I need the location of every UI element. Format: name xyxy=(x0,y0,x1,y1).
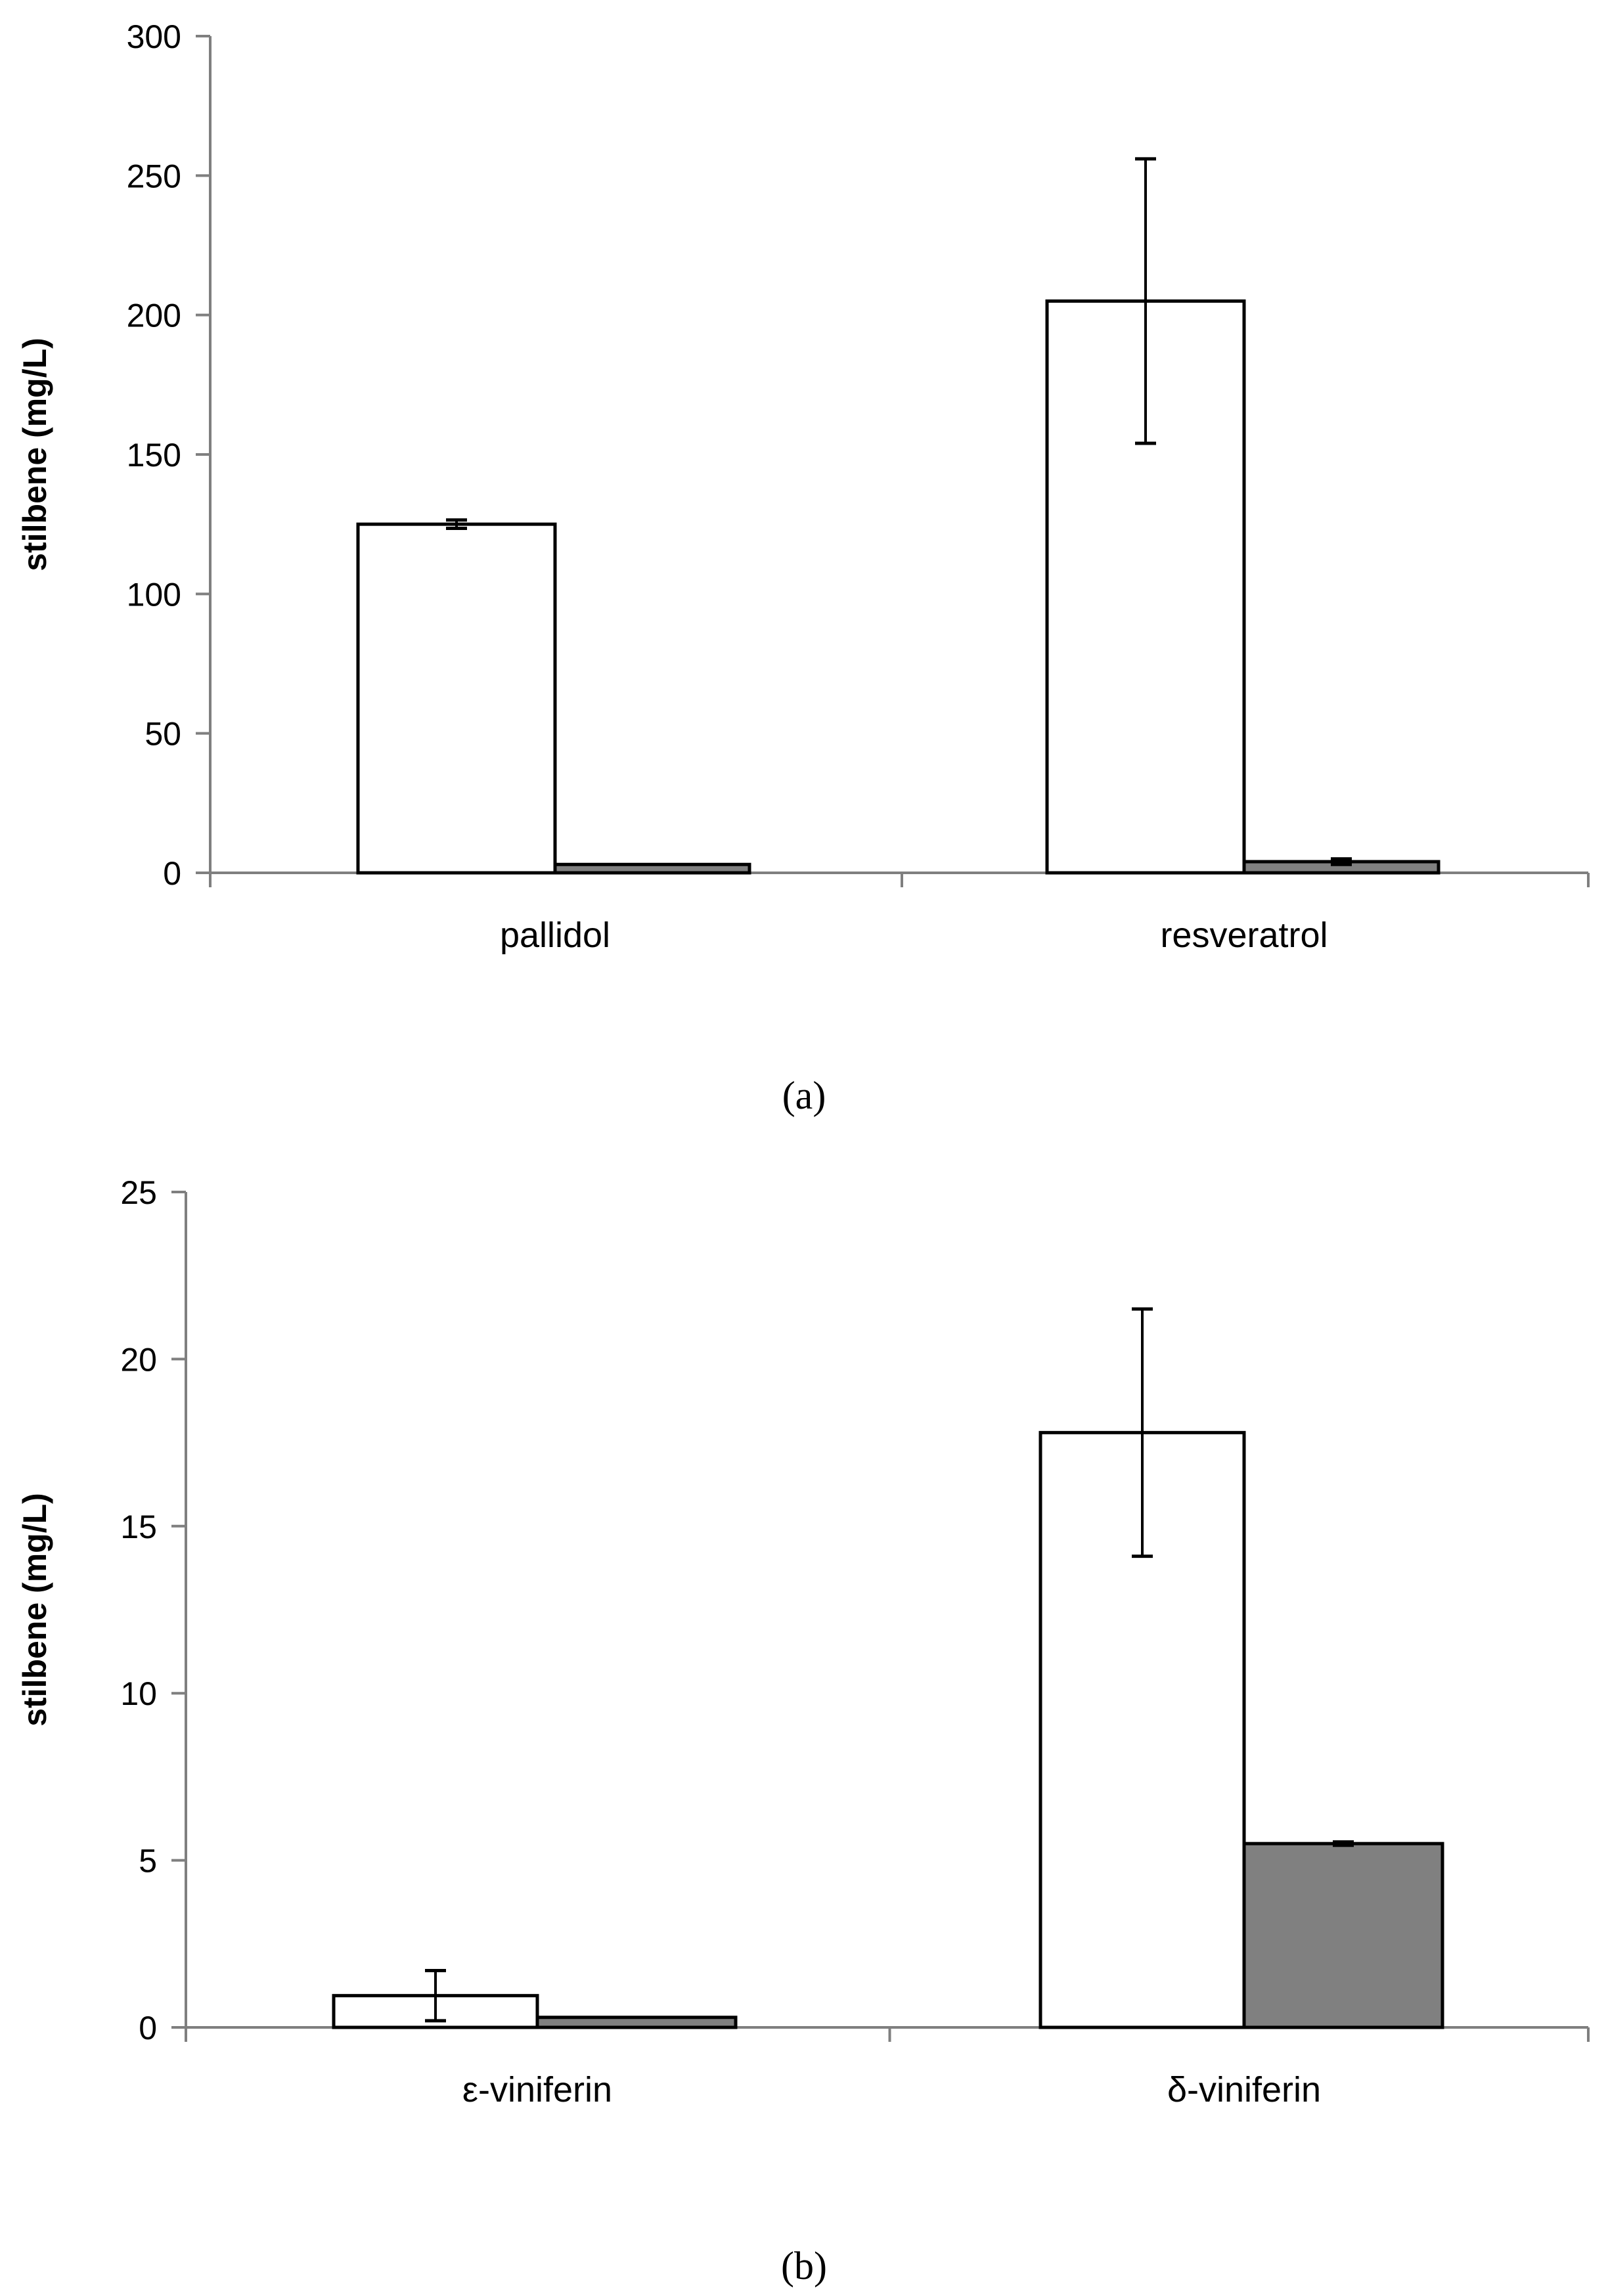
x-category-label: pallidol xyxy=(500,916,610,955)
chart-panel-1: 0 50 100 150 200 250 300 pallidol resveratrol sti… xyxy=(16,18,1590,1117)
x-category-label: δ-viniferin xyxy=(1167,2070,1321,2109)
y-tick-label: 15 xyxy=(120,1509,157,1545)
y-tick-label: 50 xyxy=(145,716,181,753)
y-tick-label: 20 xyxy=(120,1341,157,1378)
y-tick-label: 300 xyxy=(127,18,181,55)
bar xyxy=(1242,1842,1444,2029)
y-axis-title: stilbene (mg/L) xyxy=(16,338,53,571)
x-category-label: resveratrol xyxy=(1160,916,1328,955)
chart-panel-2: 0 5 10 15 20 25 ε-viniferin δ-viniferin stilbene… xyxy=(16,1174,1590,2287)
y-tick-label: 250 xyxy=(127,158,181,194)
y-tick-label: 25 xyxy=(120,1174,157,1211)
y-tick-label: 100 xyxy=(127,576,181,613)
y-tick-label: 200 xyxy=(127,298,181,334)
y-tick-label: 0 xyxy=(139,2010,157,2046)
y-axis-title: stilbene (mg/L) xyxy=(16,1493,53,1727)
y-tick-label: 0 xyxy=(163,855,181,892)
y-tick-label: 10 xyxy=(120,1675,157,1712)
bar xyxy=(356,522,557,875)
panel-label: (a) xyxy=(782,1074,826,1117)
panel-label: (b) xyxy=(781,2244,827,2287)
y-tick-label: 5 xyxy=(139,1843,157,1880)
bar xyxy=(535,2016,738,2029)
bar xyxy=(553,862,751,875)
x-category-label: ε-viniferin xyxy=(462,2070,612,2109)
y-tick-label: 150 xyxy=(127,437,181,474)
